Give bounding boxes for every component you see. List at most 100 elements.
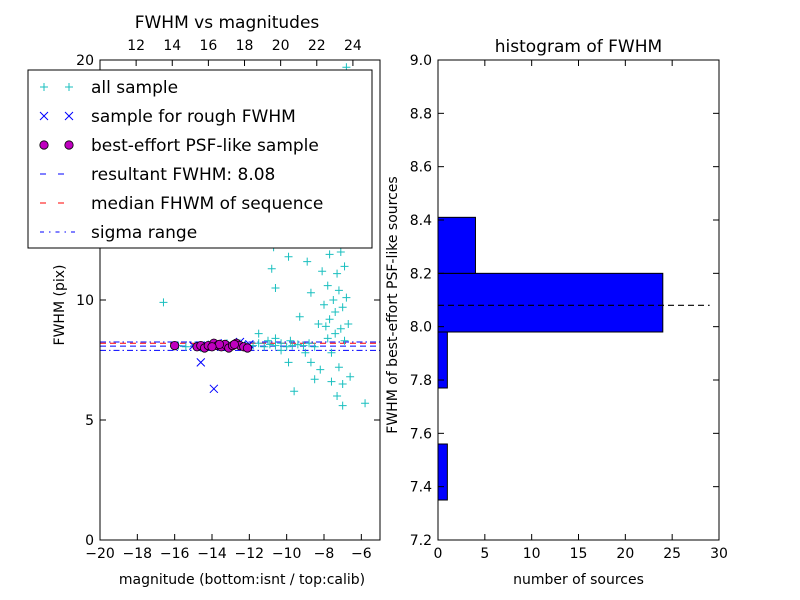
top-x-tick-label: 24 xyxy=(344,38,362,54)
data-point xyxy=(323,281,332,290)
y-tick-label: 0 xyxy=(85,533,94,549)
x-tick-label: −18 xyxy=(123,546,153,562)
data-point xyxy=(318,267,327,276)
top-x-tick-label: 16 xyxy=(199,38,217,54)
data-point xyxy=(267,264,276,273)
left-chart-title: FWHM vs magnitudes xyxy=(135,13,320,33)
legend-label: median FHWM of sequence xyxy=(91,194,323,214)
data-point xyxy=(282,342,291,351)
data-point xyxy=(265,340,274,349)
data-point xyxy=(301,348,310,357)
data-point xyxy=(321,322,330,331)
data-point xyxy=(333,392,342,400)
data-point xyxy=(277,346,286,355)
data-point xyxy=(334,286,343,295)
top-x-tick-label: 18 xyxy=(236,38,254,54)
x-tick-label: 15 xyxy=(570,546,588,562)
legend-entry: resultant FWHM: 8.08 xyxy=(40,165,275,185)
y-tick-label: 8.6 xyxy=(410,160,432,176)
y-tick-label: 8.8 xyxy=(410,106,432,122)
y-tick-label: 7.8 xyxy=(410,373,432,389)
data-point xyxy=(196,358,206,367)
fwhm-vs-magnitudes-axes: −20 −18 −16 −14 −12 −10 −8 −6 12 14 16 18 20 22 24 0 5 10… xyxy=(27,13,381,588)
data-point xyxy=(271,341,280,350)
x-tick-label: −16 xyxy=(160,546,190,562)
legend-label: all sample xyxy=(91,78,178,98)
y-tick-label: 8.2 xyxy=(410,266,432,282)
legend-marker-swatch xyxy=(64,111,74,121)
legend-entry: best-effort PSF-like sample xyxy=(39,136,319,156)
data-point xyxy=(181,342,190,351)
data-point xyxy=(338,303,347,312)
legend-label: sample for rough FWHM xyxy=(91,107,296,127)
data-point xyxy=(310,375,319,384)
right-y-axis-label: FWHM of best-effort PSF-like sources xyxy=(385,176,401,433)
legend-frame xyxy=(27,69,373,249)
top-x-tick-label: 22 xyxy=(308,38,326,54)
histogram-bar xyxy=(437,216,476,274)
data-point xyxy=(264,336,272,345)
data-point xyxy=(290,387,299,396)
y-tick-label: 7.4 xyxy=(410,480,432,496)
y-tick-label: 9.0 xyxy=(410,53,432,69)
x-tick-label: 30 xyxy=(710,546,728,562)
data-point xyxy=(331,308,340,316)
data-point xyxy=(295,312,304,321)
data-point xyxy=(334,363,343,372)
data-point xyxy=(260,342,269,351)
legend-marker-swatch xyxy=(64,140,74,150)
data-point xyxy=(242,343,253,353)
y-tick-label-top: 20 xyxy=(76,53,94,69)
y-tick-label: 10 xyxy=(76,293,94,309)
data-point xyxy=(284,252,293,261)
data-point xyxy=(288,341,297,350)
x-tick-label: 10 xyxy=(523,546,541,562)
legend: all sample sample for rough FWHM best-effo… xyxy=(27,69,373,249)
data-point xyxy=(327,377,336,386)
data-point xyxy=(310,342,319,351)
data-point xyxy=(361,399,370,408)
top-x-tick-label: 14 xyxy=(163,38,181,54)
data-point xyxy=(271,334,280,343)
legend-label: resultant FWHM: 8.08 xyxy=(91,165,275,185)
data-point xyxy=(333,269,342,278)
data-point xyxy=(229,339,239,349)
x-tick-label: −20 xyxy=(85,546,115,562)
data-point xyxy=(344,320,353,328)
legend-entry: sample for rough FWHM xyxy=(39,107,296,127)
data-point xyxy=(327,348,336,357)
x-tick-label: −14 xyxy=(197,546,227,562)
x-tick-label: 0 xyxy=(434,546,443,562)
data-point xyxy=(331,329,340,338)
data-point xyxy=(306,288,315,297)
data-point xyxy=(306,358,315,367)
x-tick-label: −6 xyxy=(351,546,372,562)
legend-marker-swatch xyxy=(40,83,48,91)
data-point xyxy=(293,340,302,349)
top-x-tick-label: 20 xyxy=(272,38,290,54)
data-point xyxy=(329,296,338,304)
series-2 xyxy=(170,338,253,353)
data-point xyxy=(320,300,328,309)
legend-marker-swatch xyxy=(39,140,49,150)
y-tick-label: 8.0 xyxy=(410,320,432,336)
x-tick-label: 5 xyxy=(480,546,489,562)
data-point xyxy=(209,384,219,394)
data-point xyxy=(323,334,332,343)
legend-marker-swatch xyxy=(65,83,73,91)
data-point xyxy=(303,257,312,266)
histogram-bars xyxy=(437,216,664,501)
right-chart-title: histogram of FWHM xyxy=(495,37,662,57)
histogram-bar xyxy=(437,272,664,333)
data-point xyxy=(271,284,280,292)
data-point xyxy=(159,298,168,307)
data-point xyxy=(325,315,334,324)
data-point xyxy=(338,380,347,388)
data-point xyxy=(254,339,263,348)
legend-entry: sigma range xyxy=(40,223,197,243)
left-x-axis-label: magnitude (bottom:isnt / top:calib) xyxy=(119,572,365,588)
data-point xyxy=(284,358,293,367)
x-tick-label: −10 xyxy=(272,546,302,562)
legend-entry: median FHWM of sequence xyxy=(40,194,323,214)
